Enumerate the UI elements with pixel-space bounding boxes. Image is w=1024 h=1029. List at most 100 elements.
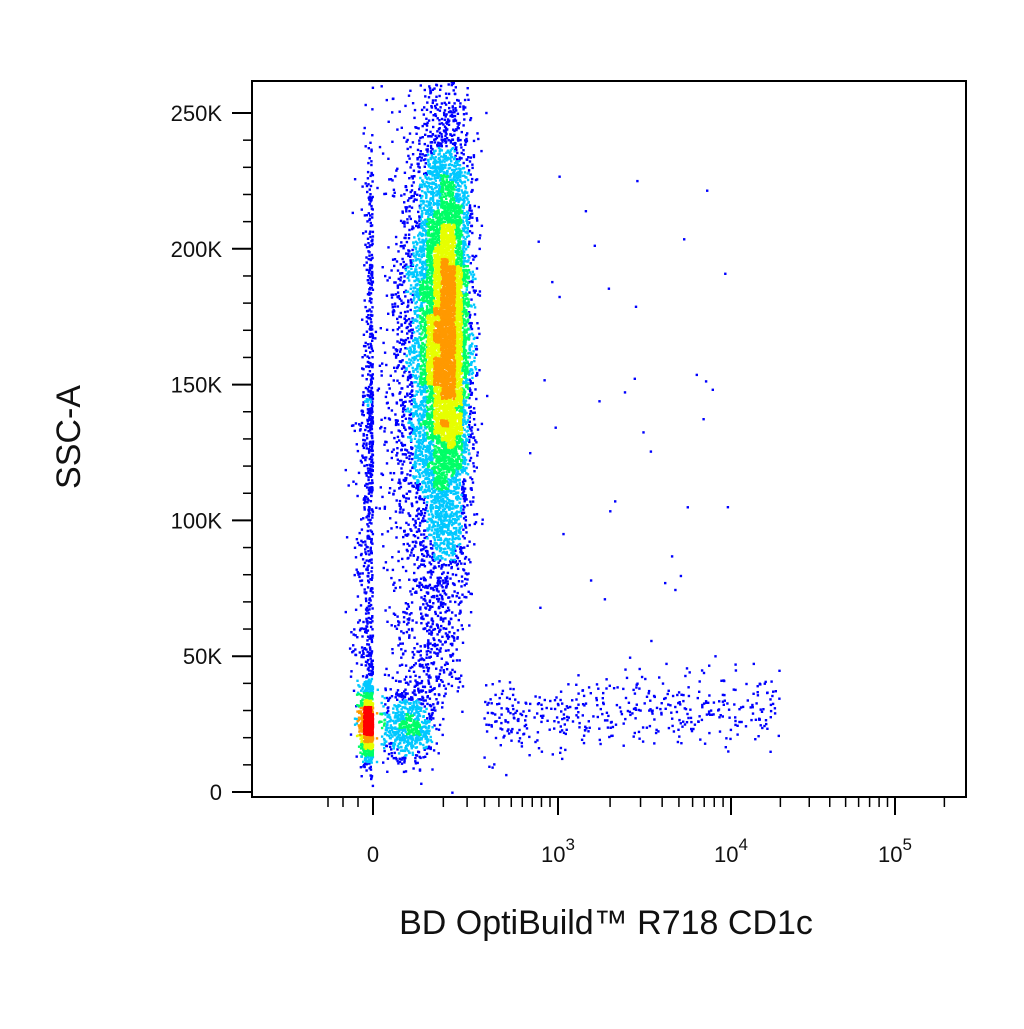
event-dot [364, 103, 367, 107]
event-dot [634, 706, 637, 710]
event-dot [442, 717, 445, 721]
event-dot [478, 369, 481, 372]
event-dot [366, 643, 369, 646]
event-dot [430, 146, 433, 150]
event-dot [525, 727, 529, 730]
event-dot [606, 726, 610, 729]
event-dot [370, 639, 373, 642]
event-dot [386, 721, 389, 724]
event-dot [534, 740, 537, 744]
event-dot [366, 343, 370, 346]
event-dot [355, 662, 359, 665]
event-dot [555, 696, 558, 699]
event-dot [413, 351, 416, 354]
event-dot [417, 226, 420, 229]
event-dot [383, 696, 386, 700]
event-dot [431, 88, 435, 91]
event-dot [371, 465, 374, 468]
event-dot [403, 678, 406, 681]
event-dot [417, 449, 421, 453]
event-dot [371, 420, 375, 423]
event-dot [368, 394, 371, 397]
event-dot [745, 682, 748, 686]
event-dot [424, 735, 428, 739]
event-dot [686, 506, 689, 509]
event-dot [677, 701, 680, 705]
event-dot [428, 87, 432, 90]
event-dot [454, 677, 458, 680]
event-dot [439, 538, 443, 542]
event-dot [606, 719, 609, 722]
event-dot [469, 326, 473, 329]
event-dot [359, 627, 362, 630]
event-dot [446, 577, 449, 580]
event-dot [427, 646, 430, 649]
event-dot [366, 668, 370, 671]
event-dot [676, 740, 680, 744]
event-dot [400, 441, 403, 445]
event-dot [414, 521, 417, 525]
event-dot [424, 171, 428, 175]
event-dot [471, 286, 474, 289]
event-dot [761, 726, 764, 730]
event-dot [599, 707, 602, 711]
event-dot [458, 542, 462, 546]
event-dot [456, 494, 459, 498]
event-dot [364, 345, 367, 348]
event-dot [370, 408, 373, 411]
event-dot [409, 452, 413, 455]
event-dot [369, 431, 373, 435]
event-dot [366, 501, 369, 504]
event-dot [680, 742, 683, 745]
event-dot [462, 229, 466, 233]
event-dot [400, 663, 404, 666]
event-dot [418, 495, 422, 499]
event-dot [388, 713, 391, 717]
event-dot [409, 590, 412, 593]
event-dot [472, 496, 475, 499]
event-dot [459, 167, 462, 171]
event-dot [432, 551, 435, 555]
event-dot [714, 655, 717, 658]
event-dot [368, 683, 371, 687]
event-dot [419, 445, 422, 448]
event-dot [517, 740, 521, 743]
event-dot [369, 657, 372, 660]
event-dot [421, 658, 424, 661]
event-dot [365, 769, 368, 772]
event-dot [365, 425, 368, 428]
event-dot [353, 546, 357, 549]
event-dot [371, 441, 374, 445]
event-dot [371, 659, 374, 662]
event-dot [351, 211, 354, 215]
event-dot [401, 693, 404, 697]
event-dot [450, 551, 453, 554]
event-dot [362, 620, 365, 624]
event-dot [393, 581, 396, 584]
event-dot [418, 155, 421, 159]
event-dot [370, 538, 373, 542]
event-dot [432, 708, 435, 712]
event-dot [415, 221, 419, 225]
event-dot [398, 621, 401, 624]
event-dot [409, 190, 412, 194]
event-dot [508, 697, 511, 701]
event-dot [404, 770, 408, 773]
event-dot [650, 639, 653, 643]
event-dot [414, 526, 417, 529]
event-dot [639, 709, 642, 712]
event-dot [362, 368, 365, 371]
event-dot [453, 485, 456, 489]
event-dot [443, 101, 446, 105]
event-dot [396, 340, 399, 343]
event-dot [560, 729, 564, 732]
event-dot [575, 714, 578, 717]
event-dot [463, 469, 467, 472]
event-dot [437, 675, 441, 678]
event-dot [362, 333, 366, 336]
event-dot [744, 725, 748, 728]
event-dot [429, 110, 432, 114]
event-dot [461, 511, 465, 514]
event-dot [397, 644, 400, 647]
event-dot [471, 376, 474, 380]
